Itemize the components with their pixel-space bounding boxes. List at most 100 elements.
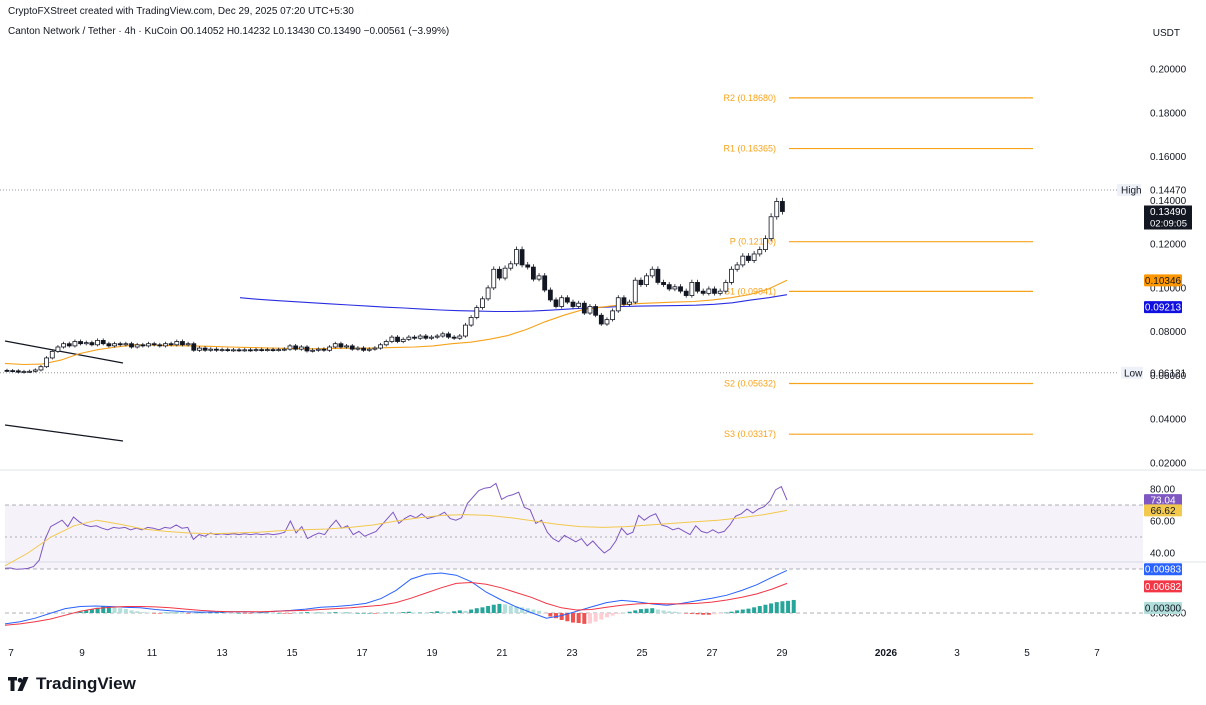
candle-body <box>683 290 689 296</box>
rsi-line <box>4 482 788 570</box>
candle-body <box>559 297 565 307</box>
chart-credit: CryptoFXStreet created with TradingView.… <box>8 6 354 17</box>
signal-value-badge: 0.00682 <box>1145 582 1182 593</box>
time-axis-tick: 19 <box>426 648 438 659</box>
candle-body <box>10 370 16 373</box>
macd-histogram-bar <box>401 612 406 613</box>
macd-histogram-bar <box>593 613 598 622</box>
candle-body <box>361 347 366 351</box>
candle-body <box>615 297 621 312</box>
price-axis-currency: USDT <box>1152 28 1180 39</box>
candle-body <box>21 371 27 373</box>
macd-histogram-bar <box>786 600 791 613</box>
trendline <box>4 340 124 364</box>
candle-body <box>219 349 225 352</box>
macd-histogram-bar <box>169 612 174 614</box>
macd-histogram-bar <box>276 613 281 614</box>
hist-value-badge: 0.00300 <box>1145 603 1182 614</box>
candle-body <box>457 335 463 339</box>
price-axis-tick: 0.10000 <box>1150 283 1187 294</box>
macd-histogram-bar <box>542 613 547 614</box>
candle-body <box>553 299 559 307</box>
time-axis-tick: 17 <box>356 648 368 659</box>
candle-body <box>180 341 185 346</box>
macd-histogram-bar <box>452 611 457 613</box>
macd-histogram-bar <box>740 609 745 613</box>
macd-histogram-bar <box>429 612 434 613</box>
macd-histogram-bar <box>763 604 768 613</box>
candle-body <box>112 343 117 347</box>
candle-body <box>695 282 700 292</box>
macd-histogram-bar <box>780 601 785 613</box>
macd-histogram-bar <box>497 603 502 613</box>
macd-histogram-bar <box>661 610 666 613</box>
rsi-ma-badge: 66.62 <box>1150 506 1175 517</box>
macd-histogram-bar <box>186 613 191 614</box>
macd-histogram-bar <box>678 612 683 614</box>
macd-histogram-bar <box>729 611 734 613</box>
candle-body <box>123 343 129 346</box>
macd-histogram-bar <box>406 611 411 613</box>
macd-histogram-bar <box>791 599 796 613</box>
candle-body <box>587 306 593 314</box>
candle-body <box>298 346 304 350</box>
candle-body <box>440 333 446 337</box>
macd-histogram-bar <box>712 613 717 615</box>
candle-body <box>89 342 95 346</box>
candle-body <box>327 346 333 351</box>
low-label-bg <box>1121 366 1143 379</box>
macd-histogram-bar <box>610 613 615 616</box>
candle-body <box>168 343 174 346</box>
macd-histogram-bar <box>735 610 740 613</box>
candle-body <box>468 317 474 326</box>
candle-body <box>610 310 616 321</box>
candle-body <box>310 349 316 352</box>
candle-body <box>570 301 576 307</box>
macd-histogram-bar <box>389 612 394 614</box>
macd-histogram-bar <box>95 607 100 613</box>
last-price-value: 0.13490 <box>1150 207 1187 218</box>
macd-histogram-bar <box>706 613 711 615</box>
macd-histogram-bar <box>548 613 553 617</box>
macd-histogram-bar <box>491 604 496 613</box>
candle-body <box>536 275 542 280</box>
macd-histogram-bar <box>520 607 525 613</box>
candle-body <box>140 344 146 347</box>
candle-body <box>247 349 253 352</box>
candle-body <box>417 335 423 339</box>
macd-histogram-bar <box>440 611 445 613</box>
candle-body <box>27 370 33 373</box>
macd-histogram-bar <box>423 613 428 614</box>
macd-histogram-bar <box>684 613 689 614</box>
candle-body <box>264 349 270 352</box>
candle-body <box>740 255 746 266</box>
macd-histogram-bar <box>372 613 377 614</box>
macd-value-badge: 0.00983 <box>1145 565 1182 576</box>
candle-body <box>706 288 712 294</box>
macd-histogram-bar <box>157 613 162 614</box>
candle-body <box>780 201 785 212</box>
rsi-axis-tick: 80.00 <box>1150 485 1175 496</box>
candle-body <box>349 345 355 350</box>
macd-histogram-bar <box>146 612 151 614</box>
price-axis-tick: 0.16000 <box>1150 152 1187 163</box>
macd-histogram-bar <box>378 613 383 614</box>
candle-body <box>463 324 468 337</box>
candle-body <box>344 345 350 348</box>
candle-body <box>61 343 66 348</box>
macd-signal-line <box>4 581 788 626</box>
macd-histogram-bar <box>248 613 253 614</box>
macd-histogram-bar <box>163 612 168 614</box>
candle-body <box>208 348 214 351</box>
candle-body <box>474 307 480 318</box>
candle-body <box>321 348 327 351</box>
hist-value-badge-bg <box>1144 601 1182 614</box>
tradingview-logo[interactable]: TradingView <box>8 674 136 694</box>
candle-body <box>429 336 434 339</box>
sma-fast-badge: 0.10346 <box>1145 276 1182 287</box>
macd-histogram-bar <box>537 610 542 613</box>
macd-histogram-bar <box>531 609 536 613</box>
time-axis-tick: 3 <box>954 648 960 659</box>
candle-body <box>638 279 644 286</box>
